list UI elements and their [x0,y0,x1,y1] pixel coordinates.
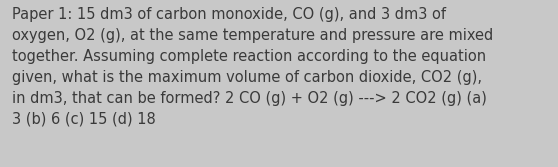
Text: Paper 1: 15 dm3 of carbon monoxide, CO (g), and 3 dm3 of
oxygen, O2 (g), at the : Paper 1: 15 dm3 of carbon monoxide, CO (… [12,7,493,127]
